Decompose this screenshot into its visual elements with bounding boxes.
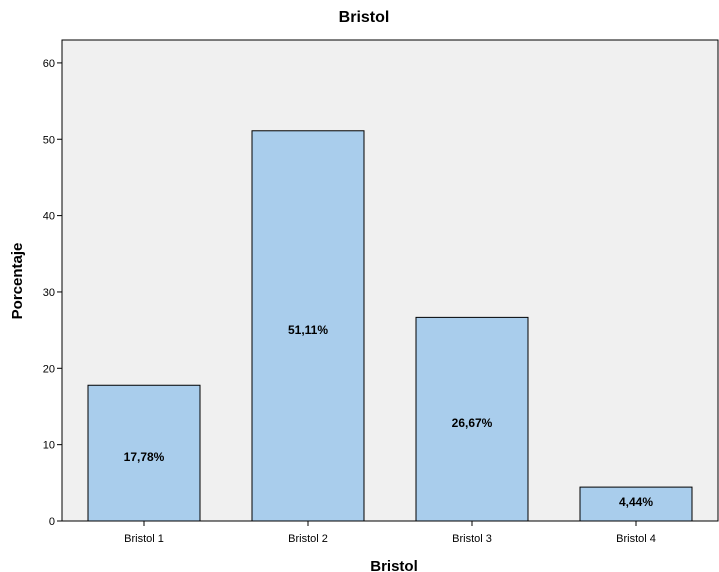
y-tick-label: 10 <box>43 440 55 452</box>
y-axis-title: Porcentaje <box>9 243 26 320</box>
chart-title: Bristol <box>339 9 390 26</box>
y-tick-label: 30 <box>43 287 55 299</box>
x-tick-label: Bristol 1 <box>124 533 164 545</box>
bar-bristol-2 <box>251 130 365 522</box>
y-tick-label: 0 <box>49 516 55 528</box>
data-label: 26,67% <box>452 416 493 430</box>
y-tick-label: 60 <box>43 58 55 70</box>
y-tick-label: 20 <box>43 363 55 375</box>
bars-group: 17,78% 51,11% 26,67% 4,44% <box>87 130 693 522</box>
y-tick-label: 40 <box>43 211 55 223</box>
x-axis: Bristol 1 Bristol 2 Bristol 3 Bristol 4 <box>124 521 656 545</box>
data-label: 17,78% <box>124 450 165 464</box>
y-axis: 0 10 20 30 40 50 60 <box>43 58 62 528</box>
bar-bristol-1 <box>87 384 201 522</box>
x-tick-label: Bristol 2 <box>288 533 328 545</box>
data-label: 4,44% <box>619 495 653 509</box>
y-tick-label: 50 <box>43 134 55 146</box>
bar-bristol-3 <box>415 316 529 522</box>
x-tick-label: Bristol 4 <box>616 533 656 545</box>
x-axis-title: Bristol <box>370 558 418 572</box>
data-label: 51,11% <box>288 323 328 337</box>
x-tick-label: Bristol 3 <box>452 533 492 545</box>
